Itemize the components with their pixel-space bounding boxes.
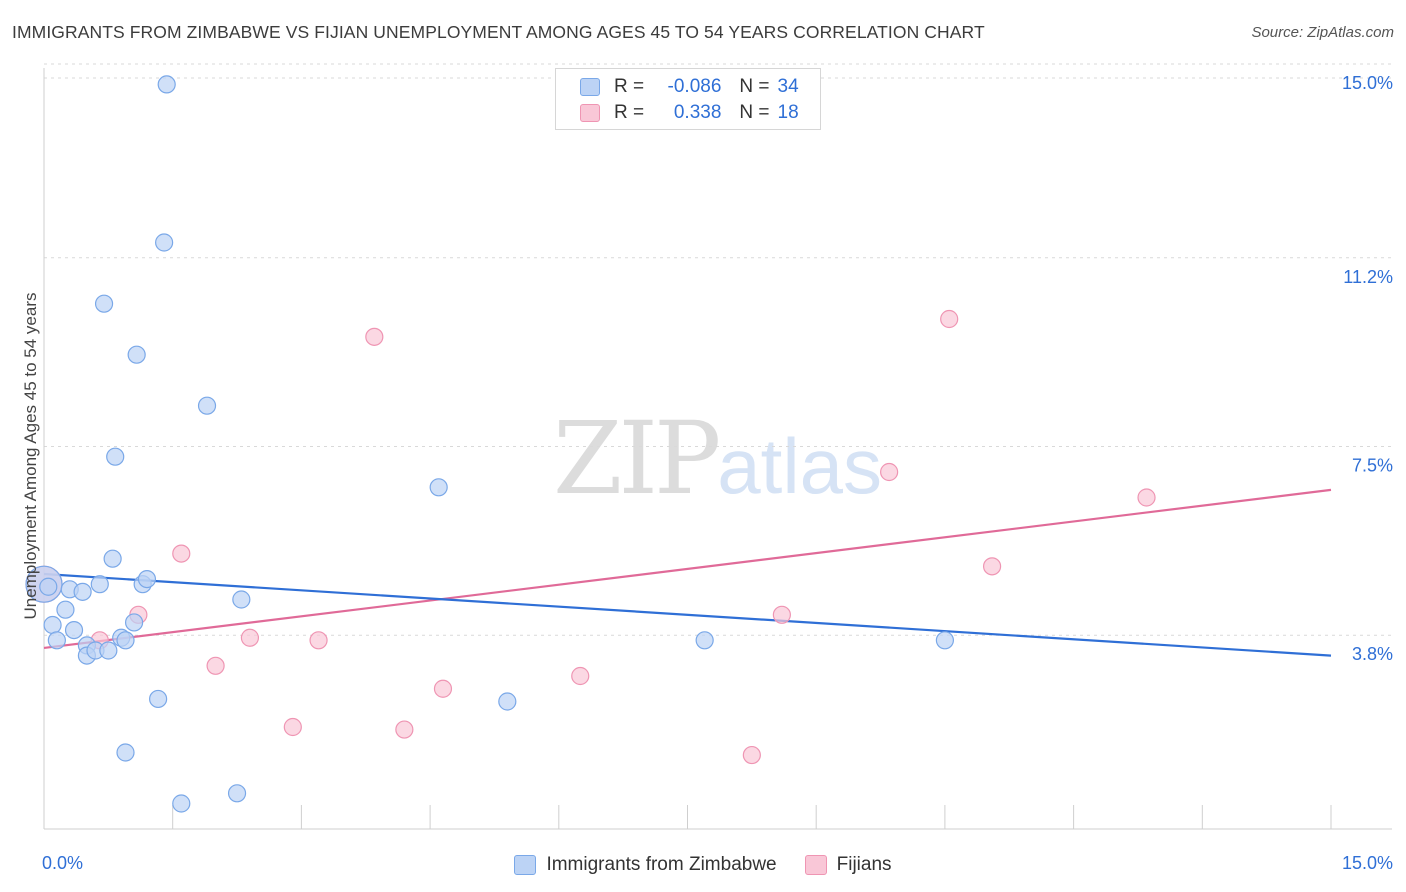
legend-row-zimbabwe: R = -0.086 N = 34	[580, 75, 806, 99]
legend-swatch-pink	[804, 855, 827, 875]
grid-lines	[44, 63, 1392, 636]
x-tick-label: 15.0%	[1342, 853, 1393, 873]
point-fijians	[206, 656, 225, 675]
point-zimbabwe	[155, 233, 174, 252]
point-zimbabwe	[197, 396, 217, 415]
point-fijians	[772, 605, 791, 624]
point-zimbabwe	[172, 794, 191, 813]
legend-swatch-blue	[580, 78, 600, 96]
chart-title: IMMIGRANTS FROM ZIMBABWE VS FIJIAN UNEMP…	[12, 22, 985, 42]
legend-item-fijians[interactable]: Fijians	[804, 854, 892, 876]
point-zimbabwe	[64, 620, 84, 640]
point-zimbabwe	[157, 75, 176, 94]
legend-row-fijians: R = 0.338 N = 18	[580, 101, 806, 125]
y-axis-label: Unemployment Among Ages 45 to 54 years	[21, 293, 40, 620]
point-fijians	[1137, 488, 1156, 507]
series-legend: Immigrants from Zimbabwe Fijians	[0, 852, 1406, 878]
point-fijians	[395, 720, 414, 739]
point-fijians	[240, 628, 260, 647]
point-fijians	[172, 544, 191, 563]
point-zimbabwe	[56, 600, 75, 619]
point-zimbabwe	[99, 641, 118, 660]
legend-item-zimbabwe[interactable]: Immigrants from Zimbabwe	[514, 854, 777, 876]
point-zimbabwe	[227, 784, 247, 803]
point-zimbabwe	[232, 590, 251, 609]
legend-item-label: Immigrants from Zimbabwe	[546, 854, 777, 875]
legend-n-label: N =	[739, 102, 770, 123]
point-zimbabwe	[43, 615, 62, 635]
point-zimbabwe	[695, 631, 714, 650]
point-fijians	[309, 631, 328, 650]
point-fijians	[940, 309, 959, 329]
legend-swatch-blue	[514, 855, 537, 875]
point-fijians	[982, 557, 1002, 576]
point-zimbabwe	[94, 294, 114, 313]
point-zimbabwe	[47, 631, 66, 650]
point-zimbabwe	[116, 743, 135, 762]
trend-line-fijians	[43, 488, 1332, 650]
point-zimbabwe	[103, 549, 122, 568]
point-fijians	[571, 666, 590, 686]
legend-r-value: -0.086	[667, 76, 722, 97]
legend-r-label: R =	[614, 76, 645, 97]
point-zimbabwe	[116, 631, 135, 650]
point-zimbabwe	[106, 447, 125, 466]
point-zimbabwe	[124, 613, 144, 632]
point-fijians	[283, 717, 302, 737]
point-zimbabwe	[498, 692, 517, 711]
point-zimbabwe	[39, 577, 58, 596]
point-zimbabwe	[90, 575, 109, 594]
point-fijians	[742, 745, 761, 765]
point-zimbabwe	[149, 689, 168, 709]
point-zimbabwe	[73, 582, 92, 601]
point-fijians	[365, 327, 384, 346]
y-tick-label: 15.0%	[1342, 73, 1393, 93]
y-tick-label: 3.8%	[1352, 644, 1393, 664]
legend-r-value: 0.338	[673, 102, 722, 123]
legend-n-label: N =	[739, 76, 770, 97]
source-label: Source: ZipAtlas.com	[1251, 24, 1394, 41]
tick-labels: 3.8% 7.5% 11.2% 15.0% 0.0% 15.0%	[42, 73, 1393, 873]
x-tick-label: 0.0%	[42, 853, 83, 873]
y-tick-label: 11.2%	[1343, 267, 1393, 287]
point-zimbabwe	[127, 345, 146, 364]
trend-line-zimbabwe	[43, 572, 1332, 657]
point-zimbabwe	[429, 478, 448, 497]
point-fijians	[880, 462, 899, 482]
legend-n-value: 34	[777, 76, 799, 97]
point-zimbabwe	[935, 631, 955, 650]
point-fijians	[433, 679, 453, 698]
data-points	[25, 75, 1156, 813]
trend-lines	[43, 488, 1332, 657]
stats-legend: R = -0.086 N = 34 R = 0.338 N = 18	[555, 68, 821, 130]
legend-item-label: Fijians	[836, 854, 892, 875]
axes	[43, 68, 1392, 830]
y-tick-label: 7.5%	[1352, 456, 1393, 476]
legend-n-value: 18	[777, 102, 799, 123]
point-zimbabwe	[137, 569, 157, 589]
legend-r-label: R =	[614, 102, 645, 123]
legend-swatch-pink	[580, 104, 600, 122]
